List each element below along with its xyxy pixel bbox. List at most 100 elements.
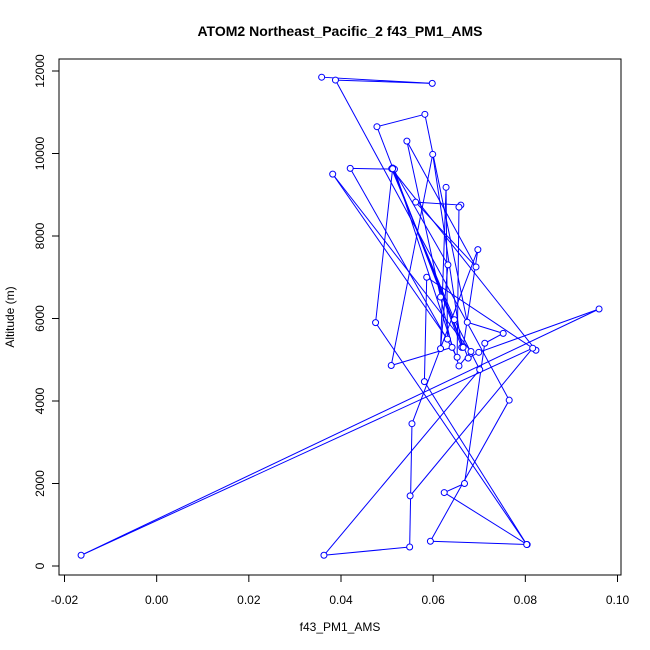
data-point	[459, 343, 467, 351]
series-segment	[415, 201, 477, 268]
series-segment	[478, 308, 600, 353]
x-axis-label: f43_PM1_AMS	[300, 620, 381, 634]
data-point	[475, 348, 483, 356]
x-tick-label: 0.08	[514, 593, 538, 607]
plot-frame	[58, 58, 622, 576]
data-point	[373, 123, 381, 131]
series-lines	[80, 76, 600, 556]
x-tick-label: 0.02	[237, 593, 261, 607]
data-point	[408, 420, 416, 428]
y-tick-label: 12000	[33, 54, 47, 88]
series-segment	[80, 347, 533, 556]
data-point	[523, 541, 531, 549]
series-segment	[453, 319, 481, 370]
data-point	[420, 378, 428, 386]
data-point	[423, 273, 431, 281]
y-tick-label: 4000	[33, 387, 47, 414]
data-point	[346, 164, 354, 172]
series-segment	[432, 154, 463, 348]
data-point	[437, 293, 445, 301]
y-tick-label: 10000	[33, 136, 47, 170]
series-segment	[376, 113, 425, 128]
data-point	[444, 261, 452, 269]
x-axis: -0.02 0.00 0.02 0.04 0.06 0.08 0.10	[51, 574, 630, 607]
series-segment	[323, 369, 481, 556]
data-point	[442, 183, 450, 191]
data-point	[450, 316, 458, 324]
series-segment	[375, 322, 528, 545]
data-point	[406, 543, 414, 551]
data-point	[77, 551, 85, 559]
x-tick-label: 0.04	[329, 593, 353, 607]
series-segment	[409, 423, 413, 548]
data-point	[412, 198, 420, 206]
series-segment	[391, 168, 537, 351]
series-segment	[423, 381, 528, 545]
data-point	[499, 329, 507, 337]
series-segment	[390, 154, 434, 366]
y-axis: 0 2000 4000 6000 8000 10000 12000	[33, 54, 60, 569]
x-tick-label: 0.10	[606, 593, 630, 607]
series-segment	[332, 173, 448, 340]
series-points	[77, 73, 603, 559]
data-point	[595, 305, 603, 313]
data-point	[443, 335, 451, 343]
data-point	[461, 480, 469, 487]
series-segment	[443, 492, 528, 545]
data-point	[429, 150, 437, 158]
data-point	[329, 170, 337, 178]
series-segment	[444, 483, 465, 494]
data-point	[426, 537, 434, 545]
data-point	[481, 339, 489, 347]
data-point	[467, 348, 475, 355]
data-point	[463, 318, 471, 326]
data-point	[387, 362, 395, 370]
data-point	[476, 366, 484, 374]
data-point	[448, 343, 456, 351]
data-point	[320, 551, 328, 559]
series-segment	[440, 264, 449, 349]
data-point	[440, 489, 448, 497]
data-point	[464, 354, 472, 362]
data-point	[455, 203, 463, 211]
data-point	[428, 79, 436, 87]
x-tick-label: 0.06	[421, 593, 445, 607]
series-segment	[332, 173, 472, 352]
data-point	[372, 319, 380, 327]
series-segment	[440, 187, 447, 349]
data-point	[472, 263, 480, 271]
data-point	[403, 137, 411, 145]
x-tick-label: 0.00	[145, 593, 169, 607]
series-segment	[80, 308, 600, 556]
series-segment	[375, 168, 394, 323]
series-segment	[415, 201, 461, 206]
data-point	[529, 344, 537, 352]
data-point	[437, 345, 445, 353]
data-point	[331, 76, 339, 84]
series-segment	[335, 79, 510, 401]
series-segment	[423, 277, 428, 382]
data-point	[421, 110, 429, 118]
y-tick-label: 8000	[33, 222, 47, 249]
data-point	[389, 165, 397, 173]
data-point	[474, 246, 482, 254]
y-axis-label: Altitude (m)	[3, 286, 17, 347]
data-point	[455, 362, 463, 370]
series-segment	[323, 546, 410, 556]
series-segment	[349, 168, 458, 358]
y-tick-label: 0	[33, 562, 47, 569]
x-tick-label: -0.02	[51, 593, 79, 607]
series-segment	[335, 79, 433, 84]
data-point	[318, 73, 326, 81]
series-segment	[426, 276, 537, 351]
series-segment	[429, 399, 510, 542]
series-segment	[409, 347, 534, 497]
series-segment	[467, 321, 504, 334]
series-segment	[350, 167, 395, 170]
y-tick-label: 6000	[33, 305, 47, 332]
series-segment	[392, 168, 469, 359]
series-segment	[411, 249, 479, 424]
chart-title: ATOM2 Northeast_Pacific_2 f43_PM1_AMS	[197, 23, 482, 39]
series-segment	[406, 141, 442, 298]
